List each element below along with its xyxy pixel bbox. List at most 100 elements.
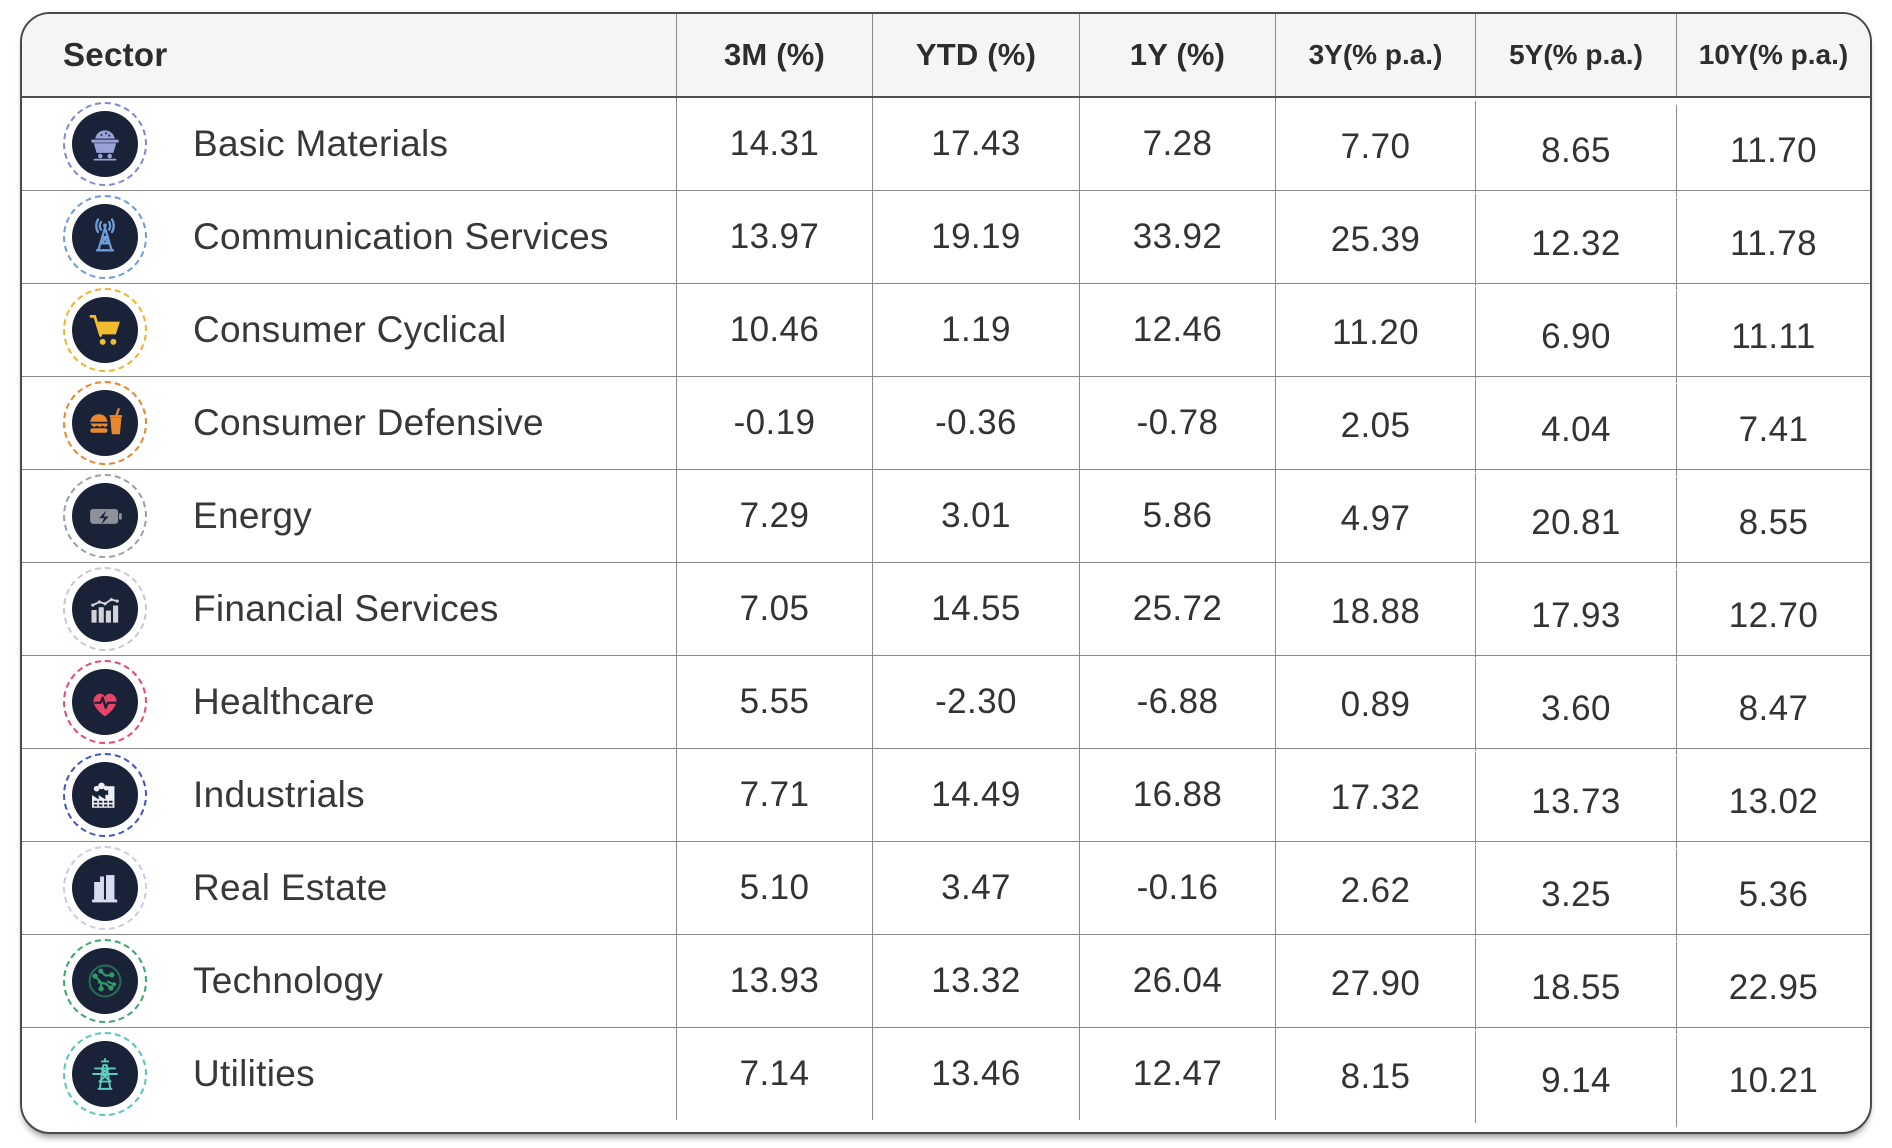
cell-3y: 18.88 [1276, 566, 1476, 658]
cell-ytd: 13.46 [873, 1028, 1080, 1120]
icon-background [72, 855, 138, 921]
sector-label: Communication Services [193, 216, 609, 257]
table-row: Utilities 7.14 13.46 12.47 8.15 9.14 10.… [22, 1027, 1870, 1127]
column-header-3y: 3Y(% p.a.) [1276, 14, 1476, 96]
cell-3m: 5.55 [677, 656, 873, 748]
table-row: Healthcare 5.55 -2.30 -6.88 0.89 3.60 8.… [22, 655, 1870, 755]
sector-label: Healthcare [193, 681, 375, 722]
sector-label: Real Estate [193, 867, 388, 908]
cell-1y: 12.47 [1080, 1028, 1276, 1120]
cell-3m: -0.19 [677, 377, 873, 469]
cell-ytd: 3.01 [873, 470, 1080, 562]
mining-cart-icon [63, 102, 147, 186]
table-row: Technology 13.93 13.32 26.04 27.90 18.55… [22, 934, 1870, 1034]
cell-10y: 7.41 [1738, 410, 1809, 449]
cell-5y: 20.81 [1476, 477, 1677, 569]
sector-cell: Healthcare [22, 656, 677, 748]
icon-background [72, 669, 138, 735]
pylon-icon [63, 1032, 147, 1116]
cell-3y: 27.90 [1276, 938, 1476, 1030]
column-header-3m: 3M (%) [677, 14, 873, 96]
icon-background [72, 111, 138, 177]
column-header-10y: 10Y(% p.a.) [1698, 39, 1849, 70]
icon-background [72, 390, 138, 456]
sector-label: Energy [193, 495, 313, 536]
cell-5y: 4.04 [1476, 384, 1677, 476]
column-header-1y: 1Y (%) [1080, 14, 1276, 96]
cell-ytd: 14.49 [873, 749, 1080, 841]
sector-cell: Industrials [22, 749, 677, 841]
table-row: Industrials 7.71 14.49 16.88 17.32 13.73… [22, 748, 1870, 848]
sector-label: Consumer Defensive [193, 402, 544, 443]
cell-ytd: 19.19 [873, 191, 1080, 283]
cell-1y: -6.88 [1080, 656, 1276, 748]
cell-10y: 13.02 [1728, 782, 1819, 821]
cell-3m: 7.29 [677, 470, 873, 562]
cell-1y: 25.72 [1080, 563, 1276, 655]
cell-ytd: 17.43 [873, 98, 1080, 190]
column-header-ytd: YTD (%) [873, 14, 1080, 96]
cell-3y: 8.15 [1276, 1031, 1476, 1123]
cell-10y: 8.55 [1738, 503, 1809, 542]
column-header-5y: 5Y(% p.a.) [1476, 14, 1677, 96]
table-row: Real Estate 5.10 3.47 -0.16 2.62 3.25 5.… [22, 841, 1870, 941]
cell-1y: -0.78 [1080, 377, 1276, 469]
sector-cell: Consumer Cyclical [22, 284, 677, 376]
table-row: Consumer Cyclical 10.46 1.19 12.46 11.20… [22, 283, 1870, 383]
icon-background [72, 576, 138, 642]
table-row: Basic Materials 14.31 17.43 7.28 7.70 8.… [22, 98, 1870, 197]
cell-1y: 16.88 [1080, 749, 1276, 841]
circuit-icon [63, 939, 147, 1023]
cell-5y: 8.65 [1476, 105, 1677, 197]
cell-ytd: 3.47 [873, 842, 1080, 934]
cell-5y: 3.60 [1476, 663, 1677, 755]
sector-cell: Communication Services [22, 191, 677, 283]
table-header-row: Sector 3M (%) YTD (%) 1Y (%) 3Y(% p.a.) … [22, 14, 1870, 98]
table-row: Financial Services 7.05 14.55 25.72 18.8… [22, 562, 1870, 662]
cell-3m: 7.71 [677, 749, 873, 841]
cell-5y: 17.93 [1476, 570, 1677, 662]
cell-5y: 13.73 [1476, 756, 1677, 848]
buildings-icon [63, 846, 147, 930]
icon-background [72, 1041, 138, 1107]
cell-3y: 0.89 [1276, 659, 1476, 751]
cell-10y: 8.47 [1738, 689, 1809, 728]
table-row: Communication Services 13.97 19.19 33.92… [22, 190, 1870, 290]
cell-5y: 9.14 [1476, 1035, 1677, 1127]
sector-label: Consumer Cyclical [193, 309, 507, 350]
cell-3m: 13.93 [677, 935, 873, 1027]
cell-5y: 3.25 [1476, 849, 1677, 941]
cell-1y: 5.86 [1080, 470, 1276, 562]
battery-icon [63, 474, 147, 558]
cell-3m: 13.97 [677, 191, 873, 283]
factory-icon [63, 753, 147, 837]
cell-ytd: 1.19 [873, 284, 1080, 376]
cell-10y: 5.36 [1738, 875, 1809, 914]
cell-10y: 11.11 [1731, 317, 1816, 356]
cell-10y: 11.78 [1730, 224, 1817, 263]
cell-10y: 10.21 [1728, 1061, 1819, 1100]
icon-background [72, 948, 138, 1014]
cell-3y: 17.32 [1276, 752, 1476, 844]
cell-1y: 26.04 [1080, 935, 1276, 1027]
sector-cell: Utilities [22, 1028, 677, 1120]
cell-3m: 7.14 [677, 1028, 873, 1120]
cell-3m: 10.46 [677, 284, 873, 376]
icon-background [72, 297, 138, 363]
cell-10y: 22.95 [1728, 968, 1819, 1007]
column-header-sector: Sector [22, 14, 677, 96]
cell-3y: 25.39 [1276, 194, 1476, 286]
cell-1y: 7.28 [1080, 98, 1276, 190]
radio-tower-icon [63, 195, 147, 279]
cell-3m: 14.31 [677, 98, 873, 190]
cell-5y: 12.32 [1476, 198, 1677, 290]
cell-5y: 6.90 [1476, 291, 1677, 383]
cell-1y: 12.46 [1080, 284, 1276, 376]
table-row: Consumer Defensive -0.19 -0.36 -0.78 2.0… [22, 376, 1870, 476]
cell-ytd: -2.30 [873, 656, 1080, 748]
icon-background [72, 483, 138, 549]
shopping-cart-icon [63, 288, 147, 372]
cell-3y: 7.70 [1276, 101, 1476, 193]
sector-cell: Basic Materials [22, 98, 677, 190]
sector-cell: Energy [22, 470, 677, 562]
